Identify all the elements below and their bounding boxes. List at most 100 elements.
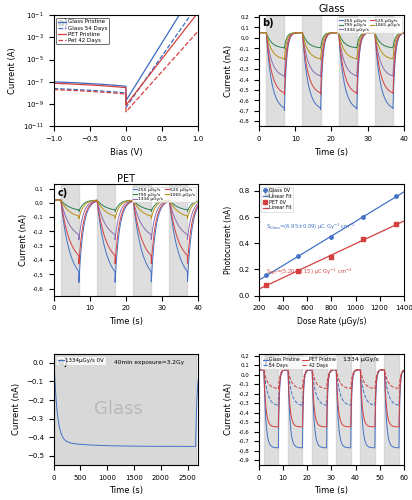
1334 μGy/s bbox=[196, 200, 201, 206]
X-axis label: Dose Rate (μGy/s): Dose Rate (μGy/s) bbox=[297, 317, 366, 326]
1065 μGy/s bbox=[118, 203, 123, 209]
1334 μGy/s bbox=[192, 206, 197, 212]
525 μGy/s bbox=[122, 205, 126, 211]
Bar bbox=[133, 184, 151, 296]
PET Pristine bbox=[282, 367, 287, 373]
Bar bbox=[384, 354, 399, 465]
42 Days bbox=[401, 368, 406, 374]
795 μGy/s bbox=[192, 200, 197, 205]
Pet 42 Days bbox=[51, 86, 56, 92]
1334 μGy/s bbox=[59, 198, 63, 203]
Text: Glass: Glass bbox=[94, 400, 143, 418]
Glass Pristine bbox=[273, 444, 278, 450]
Bar bbox=[312, 354, 327, 465]
Line: PET Pristine: PET Pristine bbox=[54, 12, 198, 105]
Y-axis label: Current (nA): Current (nA) bbox=[224, 44, 233, 97]
Bar bbox=[169, 184, 187, 296]
1334 μGy/s bbox=[370, 30, 375, 36]
Line: Glass Pristine: Glass Pristine bbox=[259, 370, 404, 448]
1065 μGy/s bbox=[122, 200, 126, 205]
1334 μGy/s bbox=[192, 206, 197, 212]
255 μGy/s bbox=[76, 280, 81, 285]
795 μGy/s bbox=[397, 30, 402, 36]
PET Pristine bbox=[257, 367, 262, 373]
525 μGy/s bbox=[264, 32, 269, 38]
Point bbox=[262, 280, 269, 288]
1334 μGy/s bbox=[165, 198, 170, 204]
Glass Pristine bbox=[401, 368, 406, 374]
795 μGy/s bbox=[122, 198, 126, 204]
Line: 1065 μGy/s: 1065 μGy/s bbox=[54, 200, 198, 218]
Bar bbox=[266, 15, 284, 126]
Pet 42 Days bbox=[196, 28, 201, 34]
Point bbox=[360, 236, 367, 244]
Pet 42 Days bbox=[115, 90, 120, 96]
255 μGy/s bbox=[401, 30, 406, 36]
795 μGy/s bbox=[282, 45, 287, 51]
525 μGy/s bbox=[196, 202, 201, 208]
Glass 54 Days bbox=[51, 86, 56, 91]
Glass Pristine bbox=[151, 54, 156, 60]
Line: 525 μGy/s: 525 μGy/s bbox=[54, 200, 198, 264]
795 μGy/s bbox=[76, 208, 81, 214]
1334 μGy/s bbox=[401, 30, 406, 36]
Y-axis label: Photocurrent (nA): Photocurrent (nA) bbox=[224, 206, 232, 274]
1065 μGy/s bbox=[59, 198, 63, 203]
1065 μGy/s bbox=[257, 30, 262, 36]
1065 μGy/s bbox=[397, 31, 402, 37]
1065 μGy/s bbox=[282, 56, 287, 62]
525 μGy/s bbox=[51, 197, 56, 203]
X-axis label: Time (s): Time (s) bbox=[314, 148, 349, 156]
255 μGy/s bbox=[118, 222, 123, 228]
Pet 42 Days bbox=[151, 78, 156, 84]
525 μGy/s bbox=[257, 30, 262, 36]
54 Days bbox=[398, 376, 403, 382]
42 Days bbox=[257, 367, 262, 373]
Glass Pristine bbox=[282, 367, 287, 373]
525 μGy/s bbox=[370, 30, 375, 36]
Point bbox=[393, 220, 399, 228]
1334 μGy/s bbox=[397, 32, 402, 38]
1334 μGy/s bbox=[397, 32, 402, 38]
795 μGy/s bbox=[118, 200, 123, 206]
X-axis label: Bias (V): Bias (V) bbox=[110, 148, 142, 156]
X-axis label: Time (s): Time (s) bbox=[109, 486, 143, 496]
Point bbox=[262, 272, 269, 280]
1065 μGy/s bbox=[397, 31, 402, 37]
PET Pristine bbox=[318, 424, 323, 430]
Glass 54 Days bbox=[167, 42, 172, 48]
Legend: 255 μGy/s, 795 μGy/s, 1334 μGy/s, 525 μGy/s, 1065 μGy/s: 255 μGy/s, 795 μGy/s, 1334 μGy/s, 525 μG… bbox=[337, 17, 402, 33]
Line: 525 μGy/s: 525 μGy/s bbox=[259, 32, 404, 95]
1334 μGy/s bbox=[282, 74, 287, 80]
Text: d): d) bbox=[263, 188, 275, 198]
Glass Pristine bbox=[51, 79, 56, 85]
Line: 54 Days: 54 Days bbox=[259, 370, 404, 406]
Y-axis label: Current (A): Current (A) bbox=[9, 48, 17, 94]
795 μGy/s bbox=[257, 30, 262, 36]
255 μGy/s bbox=[323, 37, 328, 43]
1334 μGy/s bbox=[118, 210, 123, 216]
42 Days bbox=[276, 386, 281, 392]
Legend: 255 μGy/s, 795 μGy/s, 1334 μGy/s, 525 μGy/s, 1065 μGy/s: 255 μGy/s, 795 μGy/s, 1334 μGy/s, 525 μG… bbox=[132, 186, 196, 202]
PET Pristine bbox=[196, 9, 201, 15]
54 Days bbox=[257, 367, 262, 373]
795 μGy/s bbox=[397, 30, 402, 36]
1334 μGy/s bbox=[122, 202, 126, 208]
Glass Pristine bbox=[115, 82, 120, 88]
Line: Glass 54 Days: Glass 54 Days bbox=[54, 4, 198, 108]
525 μGy/s bbox=[59, 198, 63, 204]
795 μGy/s bbox=[323, 31, 328, 37]
255 μGy/s bbox=[196, 204, 201, 210]
42 Days bbox=[318, 384, 323, 390]
Point bbox=[328, 234, 334, 241]
1065 μGy/s bbox=[327, 30, 332, 36]
525 μGy/s bbox=[118, 217, 123, 223]
525 μGy/s bbox=[401, 30, 406, 36]
Glass Pristine bbox=[312, 422, 317, 428]
525 μGy/s bbox=[327, 30, 332, 36]
42 Days bbox=[398, 372, 403, 378]
Bar bbox=[288, 354, 302, 465]
Bar bbox=[97, 184, 115, 296]
255 μGy/s bbox=[257, 30, 262, 36]
Bar bbox=[336, 354, 351, 465]
